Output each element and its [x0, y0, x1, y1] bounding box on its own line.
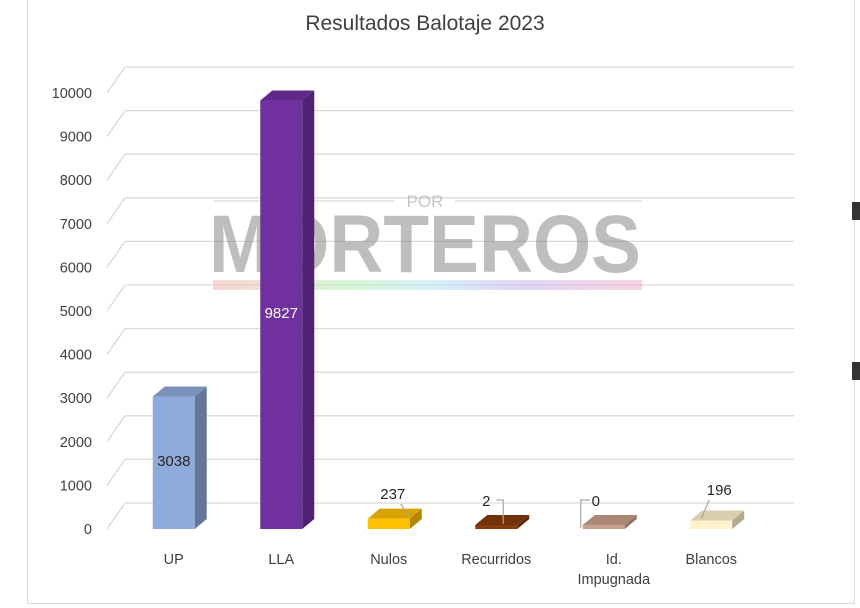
bar-top — [152, 386, 207, 397]
bar-data-label: 237 — [380, 486, 405, 503]
y-tick-label: 0 — [84, 522, 92, 538]
y-tick-label: 1000 — [60, 478, 92, 494]
bar — [582, 515, 637, 529]
bar-front — [475, 525, 518, 529]
x-tick-label: Id. Impugnada — [577, 552, 650, 588]
bar-top — [582, 515, 637, 525]
bar-side — [624, 515, 637, 529]
bar-data-label: 0 — [592, 493, 600, 510]
bar-side — [302, 90, 315, 530]
y-tick-label: 8000 — [60, 173, 92, 189]
y-tick-label: 10000 — [52, 86, 92, 102]
bar-front — [690, 520, 733, 529]
y-tick-label: 6000 — [60, 260, 92, 276]
y-tick-label: 5000 — [60, 304, 92, 320]
y-tick-label: 9000 — [60, 130, 92, 146]
gridline-depth — [106, 153, 126, 181]
bar-top — [260, 90, 315, 101]
gridline-depth — [106, 328, 126, 355]
y-axis-ticks: 0 1000 2000 3000 4000 5000 6000 7000 8000 9000 100… — [52, 86, 92, 538]
x-tick-label: UP — [164, 552, 184, 568]
watermark-small-text: POR — [407, 192, 444, 211]
label-leader-line — [400, 503, 410, 517]
bar-side — [517, 515, 530, 529]
bars — [152, 90, 745, 530]
x-tick-label: LLA — [268, 552, 294, 568]
bar-side — [732, 510, 745, 529]
bar — [260, 90, 315, 530]
bar-front — [152, 396, 195, 529]
bar-front — [367, 518, 410, 529]
data-labels: 3038 9827 237 2 0 196 — [157, 305, 732, 528]
label-leader-line — [496, 499, 504, 524]
gridline-depth — [106, 197, 126, 225]
bar — [152, 386, 207, 529]
x-axis-ticks: UP LLA Nulos Recurridos Id. Impugnada Blancos — [164, 552, 737, 588]
bar-side — [409, 508, 422, 529]
edge-mark — [852, 202, 860, 220]
bar-front — [260, 100, 303, 530]
bar — [475, 515, 530, 529]
gridline-depth — [106, 502, 126, 530]
bar-top — [475, 515, 530, 525]
bar-data-label: 196 — [707, 482, 732, 499]
gridline-depth — [106, 415, 126, 443]
bar-front — [582, 525, 625, 529]
bar-data-label: 2 — [482, 493, 490, 510]
bar — [367, 508, 422, 529]
x-tick-label: Blancos — [685, 552, 737, 568]
y-tick-label: 2000 — [60, 435, 92, 451]
x-tick-label: Nulos — [370, 552, 407, 568]
gridline-depth — [106, 110, 126, 137]
y-tick-label: 3000 — [60, 391, 92, 407]
gridline-depth — [106, 241, 126, 268]
watermark-rainbow-bar — [213, 280, 642, 290]
x-tick-label: Recurridos — [461, 552, 531, 568]
chart-title: Resultados Balotaje 2023 — [305, 12, 544, 35]
y-tick-label: 4000 — [60, 348, 92, 364]
bar — [690, 510, 745, 529]
bar-side — [194, 386, 207, 529]
bar-data-label: 9827 — [265, 305, 298, 322]
bar-data-label: 3038 — [157, 453, 190, 470]
gridline-depth — [106, 284, 126, 312]
gridline-depth — [106, 66, 126, 94]
label-leader-line — [580, 499, 590, 528]
gridlines — [106, 66, 794, 530]
edge-mark — [852, 362, 860, 380]
label-leader-line — [700, 499, 710, 519]
y-tick-label: 7000 — [60, 217, 92, 233]
gridline-depth — [106, 459, 126, 486]
gridline-depth — [106, 371, 126, 399]
